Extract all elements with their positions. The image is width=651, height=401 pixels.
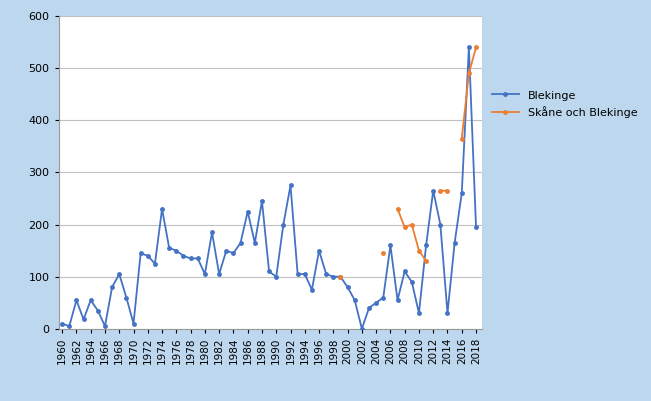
Blekinge <box>472 225 480 229</box>
Line: Skåne och Blekinge: Skåne och Blekinge <box>338 45 478 279</box>
Blekinge <box>122 295 130 300</box>
Blekinge <box>165 245 173 250</box>
Blekinge <box>358 326 366 331</box>
Skåne och Blekinge <box>472 45 480 50</box>
Blekinge <box>272 274 280 279</box>
Line: Blekinge: Blekinge <box>60 45 478 331</box>
Blekinge <box>465 45 473 50</box>
Blekinge <box>101 324 109 329</box>
Blekinge <box>72 298 80 303</box>
Blekinge <box>365 306 373 310</box>
Blekinge <box>58 321 66 326</box>
Legend: Blekinge, Skåne och Blekinge: Blekinge, Skåne och Blekinge <box>492 90 638 118</box>
